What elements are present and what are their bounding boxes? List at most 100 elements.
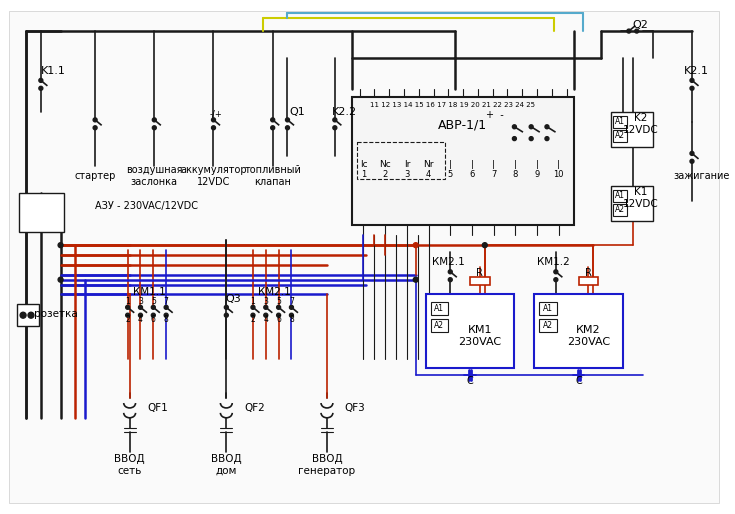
Text: +  -: + - (486, 110, 503, 120)
Text: 10: 10 (553, 170, 564, 179)
Text: Nr: Nr (423, 160, 434, 169)
Text: A1: A1 (615, 191, 625, 200)
Bar (539, 302, 557, 315)
Circle shape (20, 312, 26, 318)
Circle shape (264, 305, 268, 309)
Text: КМ2
230VAC: КМ2 230VAC (567, 325, 610, 347)
Bar (534, 295, 623, 369)
Text: воздушная
заслонка: воздушная заслонка (126, 166, 182, 187)
Text: A1: A1 (434, 304, 445, 314)
Bar (431, 319, 448, 332)
Text: КМ1.2: КМ1.2 (537, 257, 570, 267)
Text: -/+: -/+ (210, 109, 223, 118)
Bar (613, 130, 627, 141)
Circle shape (413, 243, 418, 248)
Circle shape (126, 305, 129, 309)
Circle shape (264, 313, 268, 317)
Text: A2: A2 (543, 321, 553, 330)
Text: K2
12VDC: K2 12VDC (623, 113, 659, 135)
Circle shape (554, 270, 558, 274)
Text: 7: 7 (491, 170, 496, 179)
Circle shape (333, 118, 337, 122)
Text: K1.1: K1.1 (41, 66, 66, 76)
Circle shape (164, 313, 168, 317)
Circle shape (224, 305, 229, 309)
Text: 6: 6 (151, 315, 156, 324)
Text: A1: A1 (543, 304, 553, 314)
Text: 6: 6 (469, 170, 475, 179)
Bar (426, 295, 514, 369)
Text: |: | (470, 160, 473, 169)
Text: ВВОД
дом: ВВОД дом (211, 454, 242, 476)
Text: 7: 7 (164, 297, 168, 306)
Bar (356, 141, 445, 179)
Text: A1: A1 (615, 117, 625, 126)
Text: ВВОД
генератор: ВВОД генератор (298, 454, 356, 476)
Circle shape (138, 313, 143, 317)
Text: КМ1
230VAC: КМ1 230VAC (459, 325, 501, 347)
Circle shape (270, 126, 275, 130)
Text: Q2: Q2 (633, 20, 648, 30)
Circle shape (276, 313, 281, 317)
Text: 5: 5 (151, 297, 156, 306)
Circle shape (212, 126, 215, 130)
Text: розетка: розетка (34, 309, 77, 319)
Circle shape (224, 313, 229, 317)
Text: Q3: Q3 (226, 295, 241, 304)
Circle shape (151, 305, 155, 309)
Circle shape (138, 305, 143, 309)
Text: 11 12 13 14 15 16 17 18 19 20 21 22 23 24 25: 11 12 13 14 15 16 17 18 19 20 21 22 23 2… (370, 102, 535, 108)
Circle shape (93, 126, 97, 130)
Circle shape (58, 243, 63, 248)
Text: 4: 4 (426, 170, 431, 179)
Text: зажигание: зажигание (674, 171, 730, 181)
Text: K2.2: K2.2 (332, 107, 357, 117)
Text: ВВОД
сеть: ВВОД сеть (115, 454, 145, 476)
Text: 4: 4 (138, 315, 143, 324)
Circle shape (126, 313, 129, 317)
Text: 1: 1 (251, 297, 255, 306)
Circle shape (290, 305, 293, 309)
Text: АВР-1/1: АВР-1/1 (437, 118, 487, 131)
Circle shape (512, 137, 517, 141)
Bar (17, 304, 39, 326)
Bar (431, 302, 448, 315)
Text: 7: 7 (289, 297, 294, 306)
Circle shape (251, 305, 255, 309)
Bar (613, 116, 627, 128)
Circle shape (448, 270, 452, 274)
Circle shape (151, 313, 155, 317)
Text: |: | (492, 160, 495, 169)
Text: |: | (449, 160, 452, 169)
Circle shape (690, 152, 694, 155)
Circle shape (529, 137, 533, 141)
Circle shape (285, 126, 290, 130)
Text: R: R (476, 268, 484, 278)
Circle shape (635, 29, 639, 33)
Text: 2: 2 (251, 315, 255, 324)
Text: Q1: Q1 (290, 107, 305, 117)
Circle shape (448, 278, 452, 282)
Text: Nc: Nc (379, 160, 391, 169)
Circle shape (545, 125, 549, 128)
Circle shape (413, 277, 418, 282)
Circle shape (39, 79, 43, 82)
Circle shape (285, 118, 290, 122)
Text: 3: 3 (404, 170, 409, 179)
Text: C: C (467, 376, 473, 387)
Text: R: R (585, 268, 592, 278)
Circle shape (482, 243, 487, 248)
Text: 8: 8 (164, 315, 168, 324)
Text: C: C (576, 376, 582, 387)
Text: 9: 9 (534, 170, 539, 179)
Text: 1: 1 (361, 170, 366, 179)
Circle shape (690, 159, 694, 163)
Text: 2: 2 (125, 315, 130, 324)
Text: QF2: QF2 (244, 403, 265, 413)
Text: K1
12VDC: K1 12VDC (623, 187, 659, 209)
Circle shape (28, 312, 34, 318)
Circle shape (529, 125, 533, 128)
Text: КМ1.1: КМ1.1 (133, 286, 166, 297)
Text: топливный
клапан: топливный клапан (244, 166, 301, 187)
Text: 8: 8 (513, 170, 518, 179)
